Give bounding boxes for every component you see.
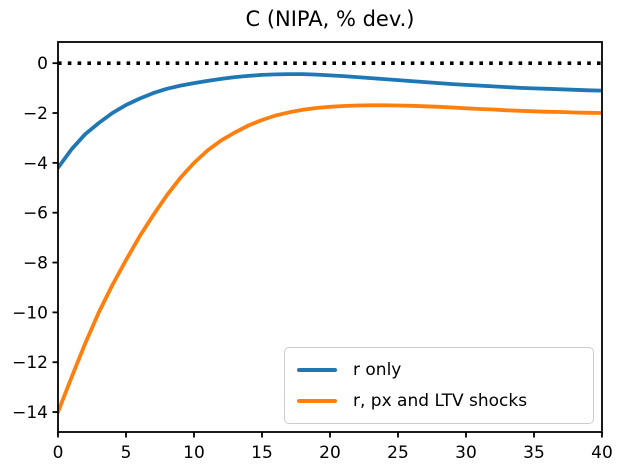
legend-line-swatch-orange — [297, 398, 337, 403]
series-line-1 — [58, 103, 602, 415]
x-tick-label: 0 — [53, 443, 64, 463]
y-tick-label: 0 — [37, 54, 48, 74]
x-tick-label: 25 — [387, 443, 409, 463]
legend-item-r-only: r only — [297, 360, 581, 380]
y-tick-label: −8 — [23, 254, 48, 274]
x-tick-label: 5 — [121, 443, 132, 463]
legend-item-r-px-ltv: r, px and LTV shocks — [297, 391, 581, 411]
series-line-0 — [58, 72, 602, 170]
chart-title: C (NIPA, % dev.) — [245, 7, 415, 31]
y-tick-label: −10 — [12, 303, 48, 323]
y-tick-label: −4 — [23, 154, 48, 174]
x-tick-label: 10 — [183, 443, 205, 463]
x-tick-label: 20 — [319, 443, 341, 463]
legend-label: r only — [353, 360, 402, 381]
y-tick-label: −2 — [23, 104, 48, 124]
legend-label: r, px and LTV shocks — [353, 390, 528, 411]
x-tick-label: 40 — [591, 443, 613, 463]
y-tick-label: −12 — [12, 353, 48, 373]
legend: r only r, px and LTV shocks — [284, 347, 594, 424]
y-tick-label: −14 — [12, 403, 48, 423]
legend-line-swatch-blue — [297, 368, 337, 373]
x-tick-label: 15 — [251, 443, 273, 463]
x-tick-label: 35 — [523, 443, 545, 463]
y-tick-label: −6 — [23, 204, 48, 224]
x-tick-label: 30 — [455, 443, 477, 463]
